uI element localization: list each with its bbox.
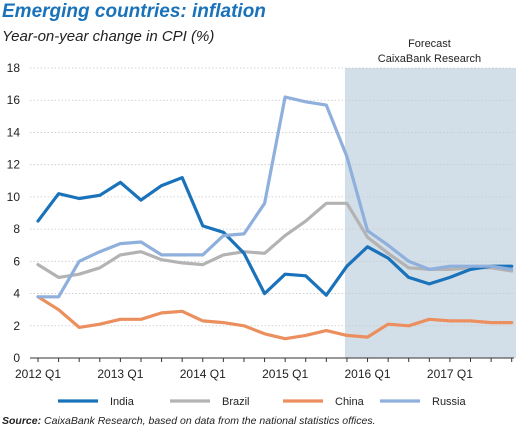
legend-label-china: China: [335, 396, 365, 408]
y-tick-label: 16: [7, 93, 21, 107]
source-text: CaixaBank Research, based on data from t…: [44, 415, 376, 427]
chart-title: Emerging countries: inflation: [2, 1, 266, 22]
forecast-band: [344, 68, 516, 358]
y-tick-label: 14: [7, 125, 21, 139]
legend-label-brazil: Brazil: [222, 396, 250, 408]
source-note: Source: CaixaBank Research, based on dat…: [2, 415, 376, 427]
legend-label-india: India: [110, 396, 135, 408]
series-line-india: [36, 176, 514, 297]
x-tick-label: 2017 Q1: [427, 367, 473, 381]
y-tick-label: 8: [13, 222, 20, 236]
y-tick-label: 2: [13, 319, 20, 333]
y-tick-label: 0: [13, 351, 20, 365]
x-tick-label: 2015 Q1: [262, 367, 308, 381]
series-line-russia: [36, 95, 514, 299]
series-line-china: [36, 295, 514, 341]
y-tick-label: 4: [13, 287, 20, 301]
y-tick-label: 6: [13, 254, 20, 268]
series-lines: [36, 95, 514, 341]
y-tick-label: 12: [7, 158, 21, 172]
x-tick-label: 2013 Q1: [97, 367, 143, 381]
y-axis-ticks: 0 2 4 6 8 10 12 14 16 18: [7, 61, 21, 365]
legend: India Brazil China Russia: [58, 396, 467, 408]
legend-label-russia: Russia: [432, 396, 467, 408]
x-tick-label: 2016 Q1: [345, 367, 391, 381]
forecast-label: Forecast: [408, 38, 451, 50]
x-tick-label: 2014 Q1: [180, 367, 226, 381]
source-prefix: Source:: [2, 415, 42, 427]
y-tick-label: 18: [7, 61, 21, 75]
chart-subtitle: Year-on-year change in CPI (%): [2, 28, 215, 45]
forecast-source-label: CaixaBank Research: [378, 53, 481, 65]
x-axis: 2012 Q1 2013 Q1 2014 Q1 2015 Q1 2016 Q1 2017 …: [15, 357, 514, 381]
y-tick-label: 10: [7, 190, 21, 204]
x-tick-label: 2012 Q1: [15, 367, 61, 381]
